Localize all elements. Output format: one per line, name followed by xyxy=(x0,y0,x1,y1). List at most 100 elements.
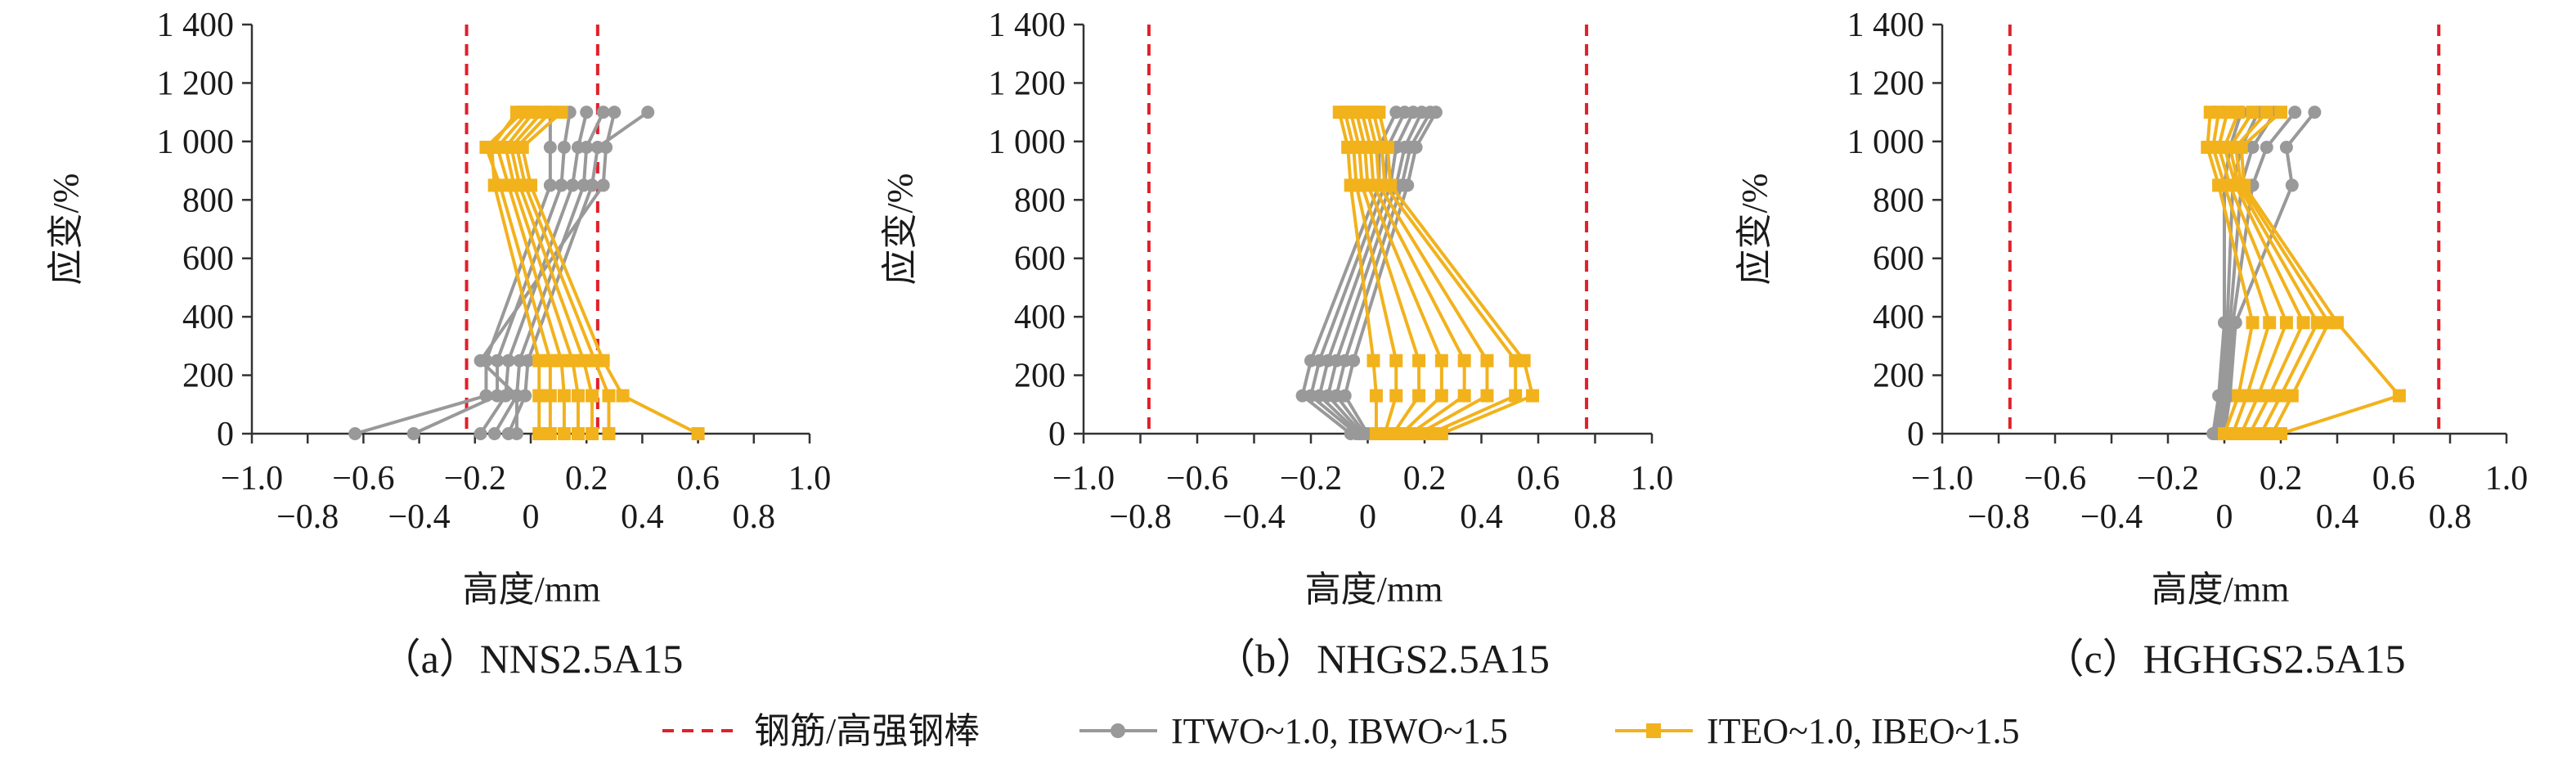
legend-swatch-marker xyxy=(1646,723,1661,738)
itwo-marker xyxy=(487,427,501,440)
x-tick-label: −1.0 xyxy=(1911,460,1973,498)
itwo-marker xyxy=(554,178,568,192)
iteo-marker xyxy=(2296,316,2310,330)
iteo-marker xyxy=(2240,389,2254,403)
x-tick-label: 0.2 xyxy=(2260,460,2303,498)
legend-item-1: 钢筋/高强钢棒 xyxy=(662,711,980,751)
itwo-marker xyxy=(543,141,557,154)
chart-panel-1: 0 200 400 600 800 1 000 1 200 1 400 −1.0 −0.6 −0.2… xyxy=(46,7,831,682)
iteo-marker xyxy=(1380,141,1394,154)
iteo-marker xyxy=(532,389,546,403)
y-tick-label: 0 xyxy=(217,416,234,453)
iteo-marker xyxy=(543,389,557,403)
x-tick-label: 0.8 xyxy=(2429,498,2472,536)
itwo-marker xyxy=(2288,106,2302,119)
itwo-marker xyxy=(501,353,515,367)
iteo-marker xyxy=(1517,353,1531,367)
y-axis-title: 应变/% xyxy=(46,173,86,286)
x-tick-label: 1.0 xyxy=(2485,460,2529,498)
iteo-marker xyxy=(2263,389,2277,403)
x-axis-title: 高度/mm xyxy=(1305,570,1443,610)
iteo-marker xyxy=(2234,141,2248,154)
x-tick-label: 1.0 xyxy=(788,460,832,498)
x-tick-label: 0.6 xyxy=(676,460,720,498)
iteo-marker xyxy=(691,427,705,440)
y-tick-label: 600 xyxy=(182,241,234,278)
legend-swatch-marker xyxy=(1111,723,1125,738)
x-tick-label: 0.6 xyxy=(1517,460,1560,498)
itwo-marker xyxy=(509,427,523,440)
itwo-marker xyxy=(2308,106,2322,119)
iteo-series-line xyxy=(2239,110,2401,435)
y-tick-label: 1 400 xyxy=(989,7,1066,44)
x-tick-label: −0.6 xyxy=(1166,460,1228,498)
iteo-marker xyxy=(1457,389,1471,403)
y-tick-label: 400 xyxy=(1014,299,1066,336)
iteo-marker xyxy=(1480,353,1494,367)
x-tick-label: −0.8 xyxy=(1109,498,1171,536)
x-tick-label: −0.2 xyxy=(2137,460,2199,498)
iteo-marker xyxy=(2274,389,2287,403)
iteo-marker xyxy=(2251,389,2265,403)
iteo-marker xyxy=(2274,106,2287,119)
x-tick-label: 0 xyxy=(2216,498,2233,536)
legend-item-3: ITEO~1.0, IBEO~1.5 xyxy=(1615,711,2019,751)
x-tick-label: 1.0 xyxy=(1631,460,1674,498)
x-tick-label: 0.8 xyxy=(733,498,776,536)
itwo-marker xyxy=(2228,316,2242,330)
iteo-marker xyxy=(543,106,557,119)
itwo-marker xyxy=(580,141,594,154)
y-tick-label: 800 xyxy=(182,182,234,219)
itwo-marker xyxy=(1429,106,1443,119)
itwo-marker xyxy=(580,106,594,119)
x-tick-label: −0.6 xyxy=(332,460,394,498)
iteo-marker xyxy=(577,353,590,367)
x-axis-title: 高度/mm xyxy=(2152,570,2290,610)
iteo-marker xyxy=(1372,106,1386,119)
x-tick-label: 0 xyxy=(523,498,540,536)
iteo-marker xyxy=(1509,389,1523,403)
y-tick-label: 800 xyxy=(1014,182,1066,219)
iteo-marker xyxy=(1412,427,1426,440)
chart-panel-3: 0 200 400 600 800 1 000 1 200 1 400 −1.0 −0.6 −0.2… xyxy=(1735,7,2528,682)
x-tick-label: −0.2 xyxy=(1280,460,1342,498)
x-tick-label: −0.4 xyxy=(388,498,451,536)
itwo-marker xyxy=(566,178,580,192)
y-tick-label: 1 400 xyxy=(1847,7,1925,44)
itwo-marker xyxy=(596,106,610,119)
iteo-marker xyxy=(602,427,616,440)
iteo-marker xyxy=(557,427,571,440)
itwo-marker xyxy=(2260,141,2273,154)
iteo-marker xyxy=(1457,353,1471,367)
y-tick-label: 600 xyxy=(1873,241,1924,278)
itwo-series-line xyxy=(1343,111,1438,435)
itwo-marker xyxy=(608,106,622,119)
iteo-marker xyxy=(1389,389,1403,403)
x-axis-title: 高度/mm xyxy=(463,570,601,610)
x-tick-label: 0.2 xyxy=(1403,460,1447,498)
itwo-marker xyxy=(2279,141,2293,154)
itwo-marker xyxy=(348,427,362,440)
x-tick-label: −0.4 xyxy=(2080,498,2143,536)
itwo-marker xyxy=(1401,178,1415,192)
legend-label: ITWO~1.0, IBWO~1.5 xyxy=(1171,711,1508,751)
iteo-series-line xyxy=(1354,111,1443,435)
chart-panel-2: 0 200 400 600 800 1 000 1 200 1 400 −1.0 −0.6 −0.2… xyxy=(880,7,1673,682)
itwo-marker xyxy=(521,353,535,367)
itwo-marker xyxy=(2246,141,2260,154)
itwo-marker xyxy=(499,389,513,403)
iteo-marker xyxy=(2263,316,2277,330)
y-tick-label: 200 xyxy=(182,358,234,395)
iteo-marker xyxy=(586,389,599,403)
iteo-marker xyxy=(2246,316,2260,330)
x-tick-label: −0.6 xyxy=(2024,460,2086,498)
itwo-marker xyxy=(1347,353,1361,367)
iteo-marker xyxy=(2220,106,2234,119)
x-tick-label: 0 xyxy=(1359,498,1376,536)
y-tick-label: 0 xyxy=(1907,416,1924,453)
legend-label: ITEO~1.0, IBEO~1.5 xyxy=(1707,711,2019,751)
iteo-marker xyxy=(2310,316,2324,330)
y-tick-label: 800 xyxy=(1873,182,1924,219)
legend: 钢筋/高强钢棒 ITWO~1.0, IBWO~1.5 ITEO~1.0, IBEO~… xyxy=(662,711,2019,751)
iteo-marker xyxy=(1526,389,1540,403)
